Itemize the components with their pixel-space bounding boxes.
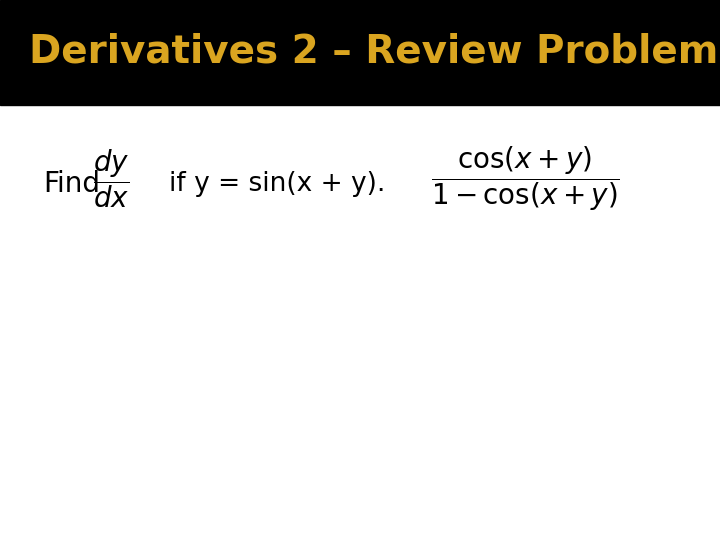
- Text: if y = sin(x + y).: if y = sin(x + y).: [169, 171, 386, 197]
- Text: $\dfrac{dy}{dx}$: $\dfrac{dy}{dx}$: [94, 147, 130, 210]
- Text: Derivatives 2 – Review Problems: Derivatives 2 – Review Problems: [29, 32, 720, 70]
- Text: $\dfrac{\cos(x+y)}{1-\cos(x+y)}$: $\dfrac{\cos(x+y)}{1-\cos(x+y)}$: [431, 144, 620, 213]
- Text: Find: Find: [43, 170, 100, 198]
